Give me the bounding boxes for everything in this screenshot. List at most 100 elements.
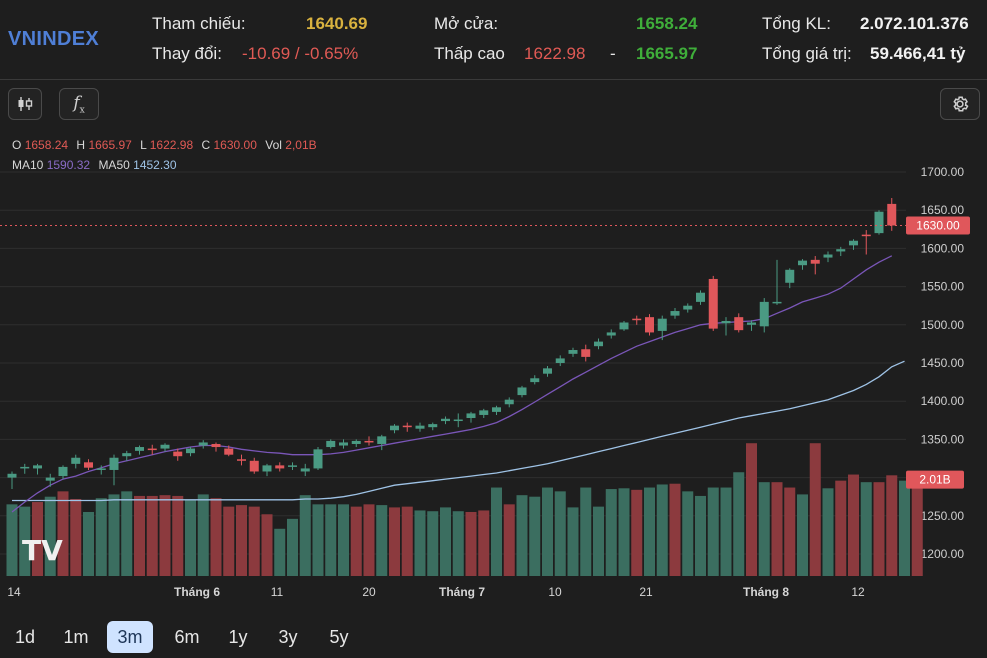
candle-body [58, 466, 68, 477]
period-3m[interactable]: 3m [107, 621, 153, 653]
y-tick-label: 1700.00 [921, 165, 965, 179]
volume-bar [6, 504, 18, 576]
volume-bar [108, 494, 120, 576]
volume-bar [848, 474, 859, 576]
x-tick-label: 12 [851, 585, 865, 599]
volume-bar [185, 500, 196, 576]
volume-bar [746, 443, 757, 576]
volume-bar [822, 488, 834, 576]
candle-body [594, 341, 603, 347]
y-tick-label: 1400.00 [921, 394, 965, 408]
candle-body [275, 465, 285, 469]
candle-body [351, 440, 361, 444]
volume-bar [440, 507, 451, 576]
volume-bar [784, 487, 796, 576]
volume-bar [809, 443, 821, 576]
volume-bar [44, 496, 56, 576]
candle-body [887, 203, 897, 226]
close-legend-value: 1630.00 [213, 138, 257, 152]
candle-body [708, 278, 718, 329]
last-price-label: 1630.00 [916, 218, 960, 232]
candle-body [198, 442, 208, 446]
candle-body [849, 240, 858, 246]
volume-bar [401, 506, 413, 576]
volume-bar [860, 482, 872, 576]
chart-type-button[interactable] [8, 88, 42, 120]
volume-bar [669, 483, 681, 576]
ma50-line [12, 360, 905, 502]
candle-body [810, 259, 820, 264]
candle-body [45, 477, 55, 481]
total-value-value: 59.466,41 tỷ [870, 44, 966, 63]
volume-bar [618, 488, 630, 576]
volume-bar [682, 491, 694, 576]
volume-bar [363, 504, 375, 576]
volume-bar [656, 484, 668, 576]
candle-body [390, 425, 399, 431]
volume-bar [567, 507, 579, 576]
candle-body [657, 318, 667, 331]
volume-bar [274, 528, 286, 576]
volume-bar [121, 491, 133, 576]
candle-body [84, 462, 93, 468]
candle-body [581, 349, 591, 357]
candlestick-icon [18, 97, 33, 111]
volume-bar [593, 506, 604, 576]
candle-body [670, 311, 680, 316]
y-tick-label: 1550.00 [921, 280, 965, 294]
last-price-tag [906, 216, 970, 235]
volume-bar [695, 495, 706, 576]
candle-body [441, 418, 450, 422]
x-tick-label: 21 [639, 585, 653, 599]
period-1y[interactable]: 1y [228, 626, 248, 647]
volume-bar [325, 504, 337, 576]
volume-bar [376, 505, 388, 576]
candle-body [147, 448, 157, 451]
volume-bar [580, 487, 592, 576]
volume-legend-label: Vol [265, 138, 282, 152]
volume-legend-value: 2,01B [285, 138, 317, 152]
last-volume-tag [906, 470, 964, 489]
volume-bar [835, 480, 847, 576]
volume-bar [465, 511, 477, 576]
candle-body [696, 292, 705, 302]
volume-bar [911, 473, 923, 576]
period-6m[interactable]: 6m [174, 626, 200, 647]
candle-body [326, 440, 336, 448]
volume-bar [503, 504, 515, 576]
volume-bar [19, 506, 31, 576]
indicators-button[interactable]: fx [59, 88, 99, 120]
period-3y[interactable]: 3y [278, 626, 298, 647]
candle-body [645, 317, 654, 333]
volume-bar [733, 472, 745, 576]
volume-bar [287, 518, 298, 576]
high-legend-label: H [76, 138, 86, 152]
volume-bar [83, 511, 94, 576]
candle-body [96, 468, 106, 470]
candle-body [262, 465, 272, 472]
price-chart[interactable]: 1700.00 1650.00 1600.00 1550.00 1500.00 1450.… [0, 130, 987, 610]
volume-bar [32, 502, 43, 576]
period-1d[interactable]: 1d [14, 626, 36, 647]
candle-body [479, 410, 489, 415]
candle-body [453, 419, 463, 422]
candle-body [211, 443, 221, 448]
candle-body [415, 425, 425, 429]
fx-indicator-icon: fx [73, 92, 85, 116]
volume-bar [261, 514, 273, 576]
period-5y[interactable]: 5y [329, 626, 349, 647]
candle-body [721, 320, 731, 324]
candle-body [313, 449, 323, 469]
close-legend-label: C [201, 138, 211, 152]
volume-bar [427, 511, 439, 576]
candle-body [71, 457, 81, 464]
volume-bar [631, 489, 643, 576]
period-1m[interactable]: 1m [63, 626, 89, 647]
header-divider [0, 79, 987, 80]
chart-settings-button[interactable] [940, 88, 980, 120]
total-volume-label: Tổng KL: [762, 14, 831, 33]
candle-body [428, 424, 438, 428]
open-label: Mở cửa: [434, 14, 499, 33]
candle-body [33, 465, 42, 469]
volume-bar [414, 510, 426, 576]
